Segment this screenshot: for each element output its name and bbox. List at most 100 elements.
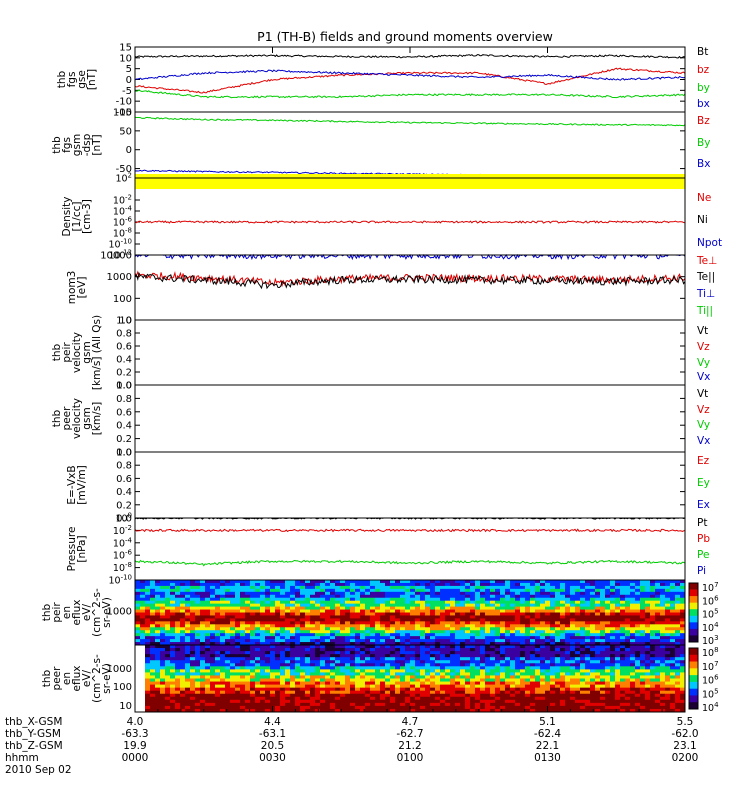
heatmap-cell (380, 633, 385, 636)
heatmap-cell (195, 598, 200, 601)
heatmap-cell (230, 660, 235, 663)
heatmap-cell (140, 618, 145, 621)
heatmap-cell (470, 654, 475, 657)
heatmap-cell (560, 694, 565, 697)
heatmap-cell (545, 657, 550, 660)
heatmap-cell (195, 610, 200, 613)
heatmap-cell (605, 580, 610, 583)
heatmap-cell (335, 648, 340, 651)
heatmap-cell (535, 654, 540, 657)
heatmap-cell (180, 666, 185, 669)
heatmap-cell (435, 651, 440, 654)
heatmap-cell (595, 700, 600, 703)
heatmap-cell (650, 648, 655, 651)
heatmap-cell (645, 691, 650, 694)
heatmap-cell (500, 636, 505, 639)
heatmap-cell (645, 613, 650, 616)
heatmap-cell (420, 691, 425, 694)
heatmap-cell (380, 700, 385, 703)
heatmap-cell (160, 645, 165, 648)
heatmap-cell (180, 688, 185, 691)
heatmap-cell (540, 627, 545, 630)
legend-Te||: Te|| (696, 271, 715, 283)
heatmap-cell (495, 633, 500, 636)
heatmap-cell (645, 586, 650, 589)
heatmap-cell (210, 645, 215, 648)
heatmap-cell (505, 706, 510, 709)
heatmap-cell (275, 648, 280, 651)
heatmap-cell (455, 627, 460, 630)
heatmap-cell (620, 615, 625, 618)
heatmap-cell (350, 592, 355, 595)
heatmap-cell (480, 613, 485, 616)
heatmap-cell (405, 703, 410, 706)
heatmap-cell (240, 663, 245, 666)
heatmap-cell (225, 595, 230, 598)
heatmap-cell (435, 669, 440, 672)
heatmap-cell (590, 657, 595, 660)
heatmap-cell (640, 672, 645, 675)
heatmap-cell (235, 694, 240, 697)
heatmap-cell (445, 601, 450, 604)
heatmap-cell (545, 688, 550, 691)
heatmap-cell (350, 601, 355, 604)
heatmap-cell (235, 589, 240, 592)
heatmap-cell (555, 666, 560, 669)
heatmap-cell (140, 604, 145, 607)
heatmap-cell (435, 682, 440, 685)
heatmap-cell (470, 604, 475, 607)
heatmap-cell (580, 621, 585, 624)
heatmap-cell (380, 604, 385, 607)
heatmap-cell (620, 682, 625, 685)
heatmap-cell (165, 610, 170, 613)
heatmap-cell (430, 639, 435, 642)
heatmap-cell (600, 607, 605, 610)
heatmap-cell (510, 648, 515, 651)
heatmap-cell (300, 618, 305, 621)
heatmap-cell (305, 595, 310, 598)
heatmap-cell (670, 624, 675, 627)
heatmap-cell (215, 624, 220, 627)
heatmap-cell (155, 621, 160, 624)
heatmap-cell (190, 706, 195, 709)
heatmap-cell (490, 621, 495, 624)
heatmap-cell (485, 607, 490, 610)
heatmap-cell (300, 607, 305, 610)
heatmap-cell (145, 694, 150, 697)
heatmap-cell (630, 672, 635, 675)
heatmap-cell (240, 580, 245, 583)
heatmap-cell (670, 583, 675, 586)
heatmap-cell (500, 592, 505, 595)
heatmap-cell (280, 669, 285, 672)
heatmap-cell (500, 669, 505, 672)
heatmap-cell (575, 697, 580, 700)
heatmap-cell (175, 663, 180, 666)
heatmap-cell (220, 648, 225, 651)
heatmap-cell (470, 691, 475, 694)
heatmap-cell (555, 682, 560, 685)
heatmap-cell (195, 613, 200, 616)
heatmap-cell (275, 589, 280, 592)
heatmap-cell (580, 703, 585, 706)
heatmap-cell (515, 618, 520, 621)
heatmap-cell (320, 660, 325, 663)
heatmap-cell (510, 601, 515, 604)
heatmap-cell (580, 694, 585, 697)
heatmap-cell (460, 685, 465, 688)
heatmap-cell (590, 583, 595, 586)
heatmap-cell (535, 700, 540, 703)
heatmap-cell (330, 651, 335, 654)
heatmap-cell (565, 592, 570, 595)
heatmap-cell (585, 601, 590, 604)
heatmap-cell (320, 703, 325, 706)
heatmap-cell (420, 685, 425, 688)
heatmap-cell (380, 595, 385, 598)
heatmap-cell (315, 672, 320, 675)
heatmap-cell (620, 589, 625, 592)
heatmap-cell (340, 648, 345, 651)
series-By (135, 117, 685, 126)
heatmap-cell (340, 636, 345, 639)
heatmap-cell (475, 669, 480, 672)
heatmap-cell (615, 685, 620, 688)
heatmap-cell (245, 648, 250, 651)
